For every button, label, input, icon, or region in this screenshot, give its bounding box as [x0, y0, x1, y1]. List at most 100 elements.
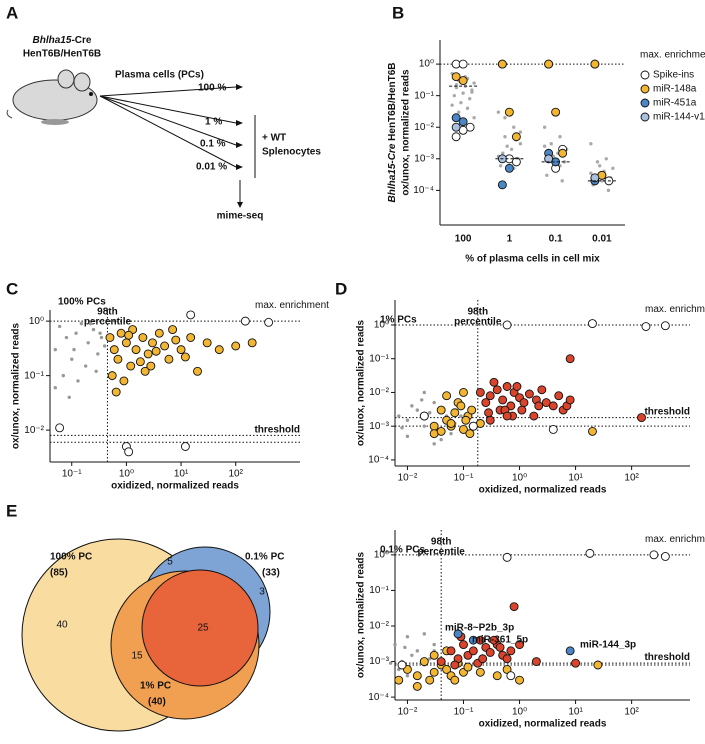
x-tick-label: 10⁰	[119, 469, 134, 480]
legend-marker	[640, 70, 650, 80]
data-point	[597, 164, 602, 168]
data-point	[121, 338, 131, 348]
set-count: (85)	[50, 568, 68, 579]
data-point	[515, 675, 524, 685]
data-point	[126, 361, 136, 371]
region-count: 5	[167, 557, 173, 568]
data-point	[504, 107, 514, 117]
data-point	[589, 171, 593, 175]
x-tick-label: 10²	[624, 707, 639, 718]
data-point	[403, 645, 407, 650]
data-point	[571, 658, 581, 668]
data-point	[53, 386, 57, 390]
data-point	[504, 163, 514, 173]
data-point	[240, 316, 250, 326]
data-point	[502, 552, 512, 562]
set-label: 0.1% PC	[245, 552, 284, 563]
legend-label: miR-144-v1/2	[653, 112, 705, 123]
data-point	[419, 657, 429, 667]
chart-title: 0.1% PCs	[380, 545, 425, 556]
y-axis-label: Bhlha15-Cre HenT6B/HenT6B	[387, 62, 398, 202]
data-point	[588, 426, 597, 436]
data-point	[565, 354, 575, 364]
y-tick-label: 10⁻³	[369, 421, 389, 432]
data-point	[393, 642, 397, 647]
data-point	[420, 398, 424, 402]
data-point	[94, 369, 98, 374]
y-axis-label-italic: Bhlha15-Cre	[387, 143, 398, 202]
genotype: Bhlha15-Cre	[33, 35, 92, 46]
data-point	[57, 324, 62, 329]
x-tick-label: 10²	[228, 469, 243, 480]
data-point	[534, 401, 544, 411]
data-point	[511, 132, 521, 142]
data-point	[529, 411, 539, 421]
data-point	[400, 426, 404, 430]
percentile-label: 98th	[97, 307, 118, 318]
data-point	[467, 405, 477, 415]
data-point	[388, 661, 393, 665]
data-point	[422, 390, 427, 395]
data-point	[171, 335, 181, 345]
x-tick-label: 10⁻¹	[454, 707, 474, 718]
y-tick-label: 10⁻²	[369, 621, 389, 632]
data-point	[459, 424, 468, 434]
data-point	[442, 391, 452, 401]
region-count: 3	[259, 587, 265, 598]
data-point	[554, 391, 564, 401]
fraction: 0.01 %	[196, 162, 227, 173]
data-point	[509, 602, 519, 612]
data-point	[124, 447, 134, 457]
data-point	[485, 391, 495, 401]
data-point	[498, 164, 503, 168]
annotation: miR-8~P2b_3p	[445, 623, 514, 634]
data-point	[88, 321, 93, 326]
data-point	[495, 642, 505, 652]
reference-label-text: max. enrichment	[645, 533, 705, 544]
data-point	[202, 338, 212, 348]
data-point	[459, 640, 468, 650]
percentile-label: percentile	[454, 317, 502, 328]
data-point	[537, 385, 547, 395]
data-point	[64, 335, 69, 340]
data-point	[505, 144, 509, 148]
data-point	[485, 648, 495, 657]
data-point	[489, 377, 499, 387]
data-point	[449, 431, 453, 436]
y-tick-label: 10⁰	[29, 316, 44, 327]
data-point	[450, 675, 460, 685]
percentile-label: 98th	[468, 307, 489, 318]
x-axis-label: oxidized, normalized reads	[479, 719, 607, 730]
y-axis-label: ox/unox, normalized reads	[356, 551, 367, 678]
data-point	[135, 357, 145, 367]
data-point	[459, 414, 463, 418]
x-tick-label: 0.01	[592, 234, 612, 245]
data-point	[502, 320, 512, 330]
y-tick-label: 10⁻⁴	[368, 692, 389, 703]
fraction: 100 %	[198, 83, 226, 94]
data-point	[548, 401, 558, 411]
legend-marker	[640, 112, 650, 122]
data-point	[551, 107, 561, 117]
data-point	[148, 338, 157, 348]
reference-label-text: threshold	[644, 406, 690, 417]
data-point	[99, 335, 104, 340]
data-point	[593, 660, 603, 670]
y-tick-label: 10⁻³	[414, 153, 434, 164]
venn: 100% PC (85) 0.1% PC (33) 1% PC (40) 40 …	[21, 538, 284, 732]
wt-label: + WT	[262, 133, 286, 144]
data-point	[397, 660, 407, 670]
data-point	[429, 421, 439, 431]
data-point	[600, 179, 604, 183]
data-point	[450, 408, 460, 418]
data-point	[595, 160, 600, 164]
data-point	[484, 408, 493, 418]
chart-title: 100% PCs	[58, 297, 106, 308]
x-tick-label: 100	[455, 234, 472, 245]
y-axis-label: ox/unox, normalized reads	[401, 69, 412, 196]
data-point	[419, 411, 429, 421]
data-point	[511, 157, 521, 167]
data-point	[91, 327, 96, 332]
data-point	[151, 346, 161, 356]
data-point	[454, 85, 459, 90]
